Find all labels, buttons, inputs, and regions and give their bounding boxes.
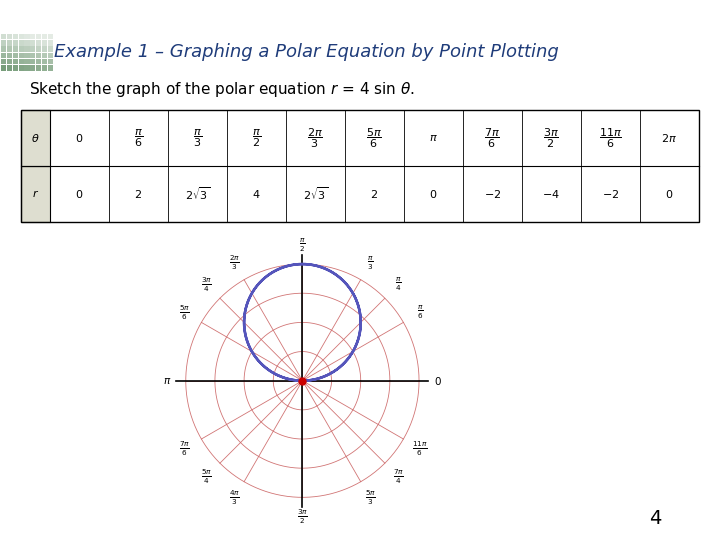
Bar [36,40,41,45]
Text: $-4$: $-4$ [542,188,560,200]
Bar [13,59,18,64]
Text: $r$: $r$ [32,188,39,199]
Bar [1,53,6,58]
Bar [30,40,35,45]
Bar [7,53,12,58]
Bar [13,53,18,58]
Text: $\frac{7\pi}{4}$: $\frac{7\pi}{4}$ [392,467,404,486]
Text: $\dfrac{7\pi}{6}$: $\dfrac{7\pi}{6}$ [485,126,500,150]
Bar [7,65,12,71]
Bar [19,33,24,39]
Bar [7,40,12,45]
Bar [19,40,24,45]
Text: $0$: $0$ [434,375,442,387]
Bar [22,166,50,222]
Text: $-2$: $-2$ [484,188,501,200]
Text: $2$: $2$ [134,188,142,200]
Bar [48,46,53,52]
Bar [42,40,47,45]
Text: $\theta$: $\theta$ [31,132,40,144]
Bar [36,53,41,58]
Bar [42,65,47,71]
Bar [7,46,12,52]
Text: Sketch the graph of the polar equation $\it{r}$ = 4 sin $\it{\theta}$.: Sketch the graph of the polar equation $… [29,79,415,99]
Bar [19,46,24,52]
Bar [42,53,47,58]
Text: 4: 4 [649,509,662,528]
Text: $\dfrac{11\pi}{6}$: $\dfrac{11\pi}{6}$ [599,126,621,150]
Bar [1,46,6,52]
Bar [13,65,18,71]
Bar [19,59,24,64]
Bar [48,53,53,58]
Bar [48,40,53,45]
Bar [42,59,47,64]
Bar [7,59,12,64]
Bar [13,33,18,39]
Text: $\frac{7\pi}{6}$: $\frac{7\pi}{6}$ [179,439,191,458]
Text: $0$: $0$ [75,188,84,200]
Bar [13,46,18,52]
Bar [13,40,18,45]
Bar [19,53,24,58]
Text: $\dfrac{3\pi}{2}$: $\dfrac{3\pi}{2}$ [543,126,559,150]
Bar [1,59,6,64]
Text: $\frac{3\pi}{4}$: $\frac{3\pi}{4}$ [201,275,212,294]
Text: $0$: $0$ [665,188,673,200]
Text: $2\sqrt{3}$: $2\sqrt{3}$ [302,186,328,202]
Text: $\frac{5\pi}{6}$: $\frac{5\pi}{6}$ [179,303,191,322]
Bar [30,33,35,39]
Text: $-2$: $-2$ [601,188,618,200]
Text: Example 1 – Graphing a Polar Equation by Point Plotting: Example 1 – Graphing a Polar Equation by… [54,43,559,61]
Text: $0$: $0$ [429,188,437,200]
Text: $\dfrac{2\pi}{3}$: $\dfrac{2\pi}{3}$ [307,126,323,150]
Bar [36,33,41,39]
Text: $\frac{5\pi}{4}$: $\frac{5\pi}{4}$ [201,467,212,486]
Bar [36,65,41,71]
Text: $\frac{\pi}{2}$: $\frac{\pi}{2}$ [299,237,306,254]
Bar [48,59,53,64]
Text: $2\pi$: $2\pi$ [661,132,677,144]
Bar [48,33,53,39]
Text: $\frac{\pi}{3}$: $\frac{\pi}{3}$ [367,255,374,272]
Bar [22,110,50,166]
Text: $0$: $0$ [75,132,84,144]
Text: $\pi$: $\pi$ [429,133,438,143]
Bar [48,65,53,71]
Text: $\frac{4\pi}{3}$: $\frac{4\pi}{3}$ [229,489,240,508]
Bar [30,65,35,71]
Text: $\dfrac{\pi}{2}$: $\dfrac{\pi}{2}$ [252,127,261,149]
Text: $\dfrac{\pi}{6}$: $\dfrac{\pi}{6}$ [134,127,143,149]
Text: $\frac{\pi}{4}$: $\frac{\pi}{4}$ [395,276,402,293]
Bar [24,46,30,52]
Bar [30,53,35,58]
Text: $\frac{2\pi}{3}$: $\frac{2\pi}{3}$ [229,254,240,273]
Text: $\dfrac{\pi}{3}$: $\dfrac{\pi}{3}$ [193,127,202,149]
Text: $\frac{\pi}{6}$: $\frac{\pi}{6}$ [416,305,423,321]
Text: $4$: $4$ [252,188,261,200]
Text: $\pi$: $\pi$ [163,376,171,386]
Text: $\frac{3\pi}{2}$: $\frac{3\pi}{2}$ [297,507,308,525]
Text: $\frac{11\pi}{6}$: $\frac{11\pi}{6}$ [412,439,428,458]
Bar [30,46,35,52]
Bar [24,65,30,71]
Bar [24,53,30,58]
Bar [24,40,30,45]
Text: $\frac{5\pi}{3}$: $\frac{5\pi}{3}$ [364,489,376,508]
Bar [19,65,24,71]
Bar [7,33,12,39]
Bar [42,46,47,52]
Text: $2\sqrt{3}$: $2\sqrt{3}$ [185,186,210,202]
Bar [1,33,6,39]
Bar [24,59,30,64]
Text: $\dfrac{5\pi}{6}$: $\dfrac{5\pi}{6}$ [366,126,382,150]
Bar [30,59,35,64]
Bar [36,46,41,52]
Bar [1,65,6,71]
Text: $2$: $2$ [370,188,378,200]
Bar [24,33,30,39]
Bar [36,59,41,64]
Bar [42,33,47,39]
Bar [1,40,6,45]
